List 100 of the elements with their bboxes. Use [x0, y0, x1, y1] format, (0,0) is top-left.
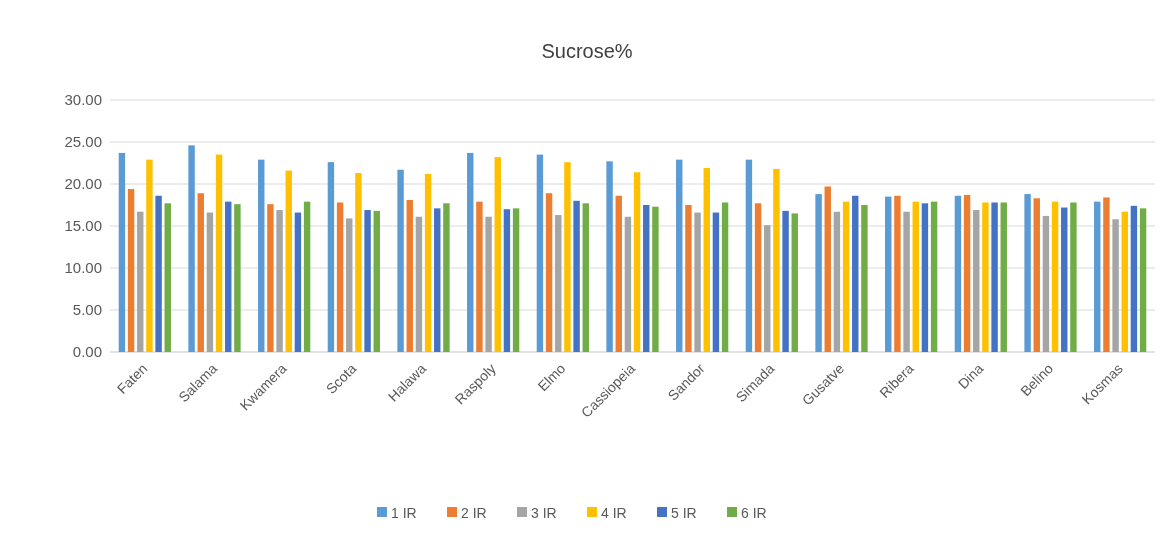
bar — [1130, 205, 1138, 352]
bar — [276, 210, 283, 352]
y-tick-label: 10.00 — [64, 259, 102, 277]
bar — [355, 173, 362, 352]
chart-title: Sucrose% — [541, 40, 633, 62]
bar — [494, 157, 501, 352]
bar — [555, 215, 562, 352]
bar — [1051, 201, 1059, 352]
bar — [476, 201, 483, 352]
bar — [234, 204, 241, 352]
bar — [467, 152, 474, 352]
bar — [346, 218, 353, 352]
bar — [206, 212, 214, 352]
bar — [164, 203, 171, 352]
bar — [215, 154, 223, 352]
bar — [434, 208, 441, 352]
bar — [512, 208, 520, 352]
bar — [1070, 202, 1077, 352]
bar — [745, 159, 753, 352]
y-tick-label: 20.00 — [64, 175, 102, 193]
legend-label: 5 IR — [671, 504, 697, 521]
bar — [842, 201, 850, 352]
bar — [303, 201, 311, 352]
bar — [606, 161, 613, 352]
bar — [694, 212, 701, 352]
bar — [973, 210, 980, 352]
x-tick-label: Dina — [954, 360, 987, 392]
bar — [118, 152, 126, 352]
bar — [188, 145, 195, 352]
bar — [921, 203, 929, 352]
bar — [536, 154, 544, 352]
bar — [397, 169, 404, 352]
y-tick-label: 25.00 — [64, 133, 102, 151]
bar — [791, 213, 798, 352]
bar — [1094, 201, 1101, 352]
bar — [615, 195, 622, 352]
y-tick-label: 15.00 — [64, 217, 102, 235]
bar — [1061, 207, 1068, 352]
bar — [824, 186, 831, 352]
bar — [424, 173, 432, 352]
bar — [633, 172, 641, 352]
bar — [885, 196, 892, 352]
bar — [721, 202, 729, 352]
bar — [991, 202, 998, 352]
bar — [963, 194, 971, 352]
legend-label: 6 IR — [741, 504, 767, 521]
bar — [485, 216, 492, 352]
bar — [127, 189, 135, 352]
bar — [503, 209, 511, 352]
y-tick-label: 0.00 — [72, 343, 102, 361]
bar — [267, 204, 274, 352]
bar — [155, 195, 162, 352]
bar — [327, 162, 335, 352]
bar — [703, 168, 710, 352]
bar — [1121, 211, 1128, 352]
bar — [415, 216, 423, 352]
bar — [624, 216, 632, 352]
bar — [833, 211, 841, 352]
bar — [406, 199, 413, 352]
bar — [564, 162, 571, 352]
bar — [982, 202, 989, 352]
bar — [1000, 202, 1007, 352]
bar — [582, 203, 589, 352]
bar — [903, 211, 910, 352]
bar — [1103, 197, 1110, 352]
legend-label: 3 IR — [531, 504, 557, 521]
bar — [712, 212, 720, 352]
bar — [197, 193, 204, 352]
bar — [443, 203, 450, 352]
bar — [852, 195, 859, 352]
bar — [815, 194, 822, 352]
bar — [894, 195, 901, 352]
bar — [573, 200, 580, 352]
bar — [685, 205, 692, 352]
bar — [225, 201, 232, 352]
bar — [754, 203, 762, 352]
y-tick-label: 5.00 — [72, 301, 102, 319]
legend-label: 1 IR — [391, 504, 417, 521]
bar — [643, 205, 650, 352]
bar — [545, 193, 553, 352]
bar — [1112, 219, 1119, 352]
bar — [954, 195, 962, 352]
bar — [258, 159, 265, 352]
bar — [1139, 208, 1147, 352]
bar — [782, 210, 789, 352]
bar — [146, 159, 153, 352]
bar — [1024, 194, 1031, 352]
bar — [294, 212, 302, 352]
y-tick-label: 30.00 — [64, 91, 102, 109]
bar — [773, 168, 780, 352]
bar — [652, 206, 659, 352]
bar — [137, 211, 144, 352]
bar — [676, 159, 683, 352]
bar — [373, 210, 380, 352]
bar — [861, 205, 868, 352]
bar — [336, 202, 344, 352]
legend-label: 2 IR — [461, 504, 487, 521]
legend-label: 4 IR — [601, 504, 627, 521]
bar — [1042, 215, 1050, 352]
bar — [364, 210, 371, 352]
